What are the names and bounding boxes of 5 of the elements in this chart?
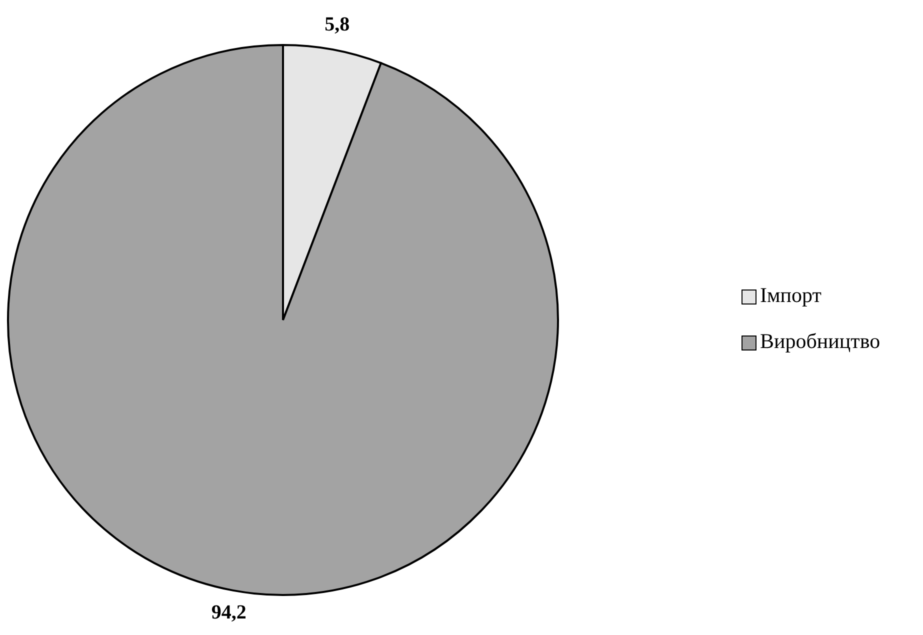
data-label: 5,8 bbox=[324, 14, 350, 36]
pie-slice bbox=[7, 44, 559, 596]
legend-label: Виробництво bbox=[760, 328, 880, 353]
data-label: 94,2 bbox=[211, 602, 246, 624]
legend-label: Імпорт bbox=[760, 282, 822, 307]
